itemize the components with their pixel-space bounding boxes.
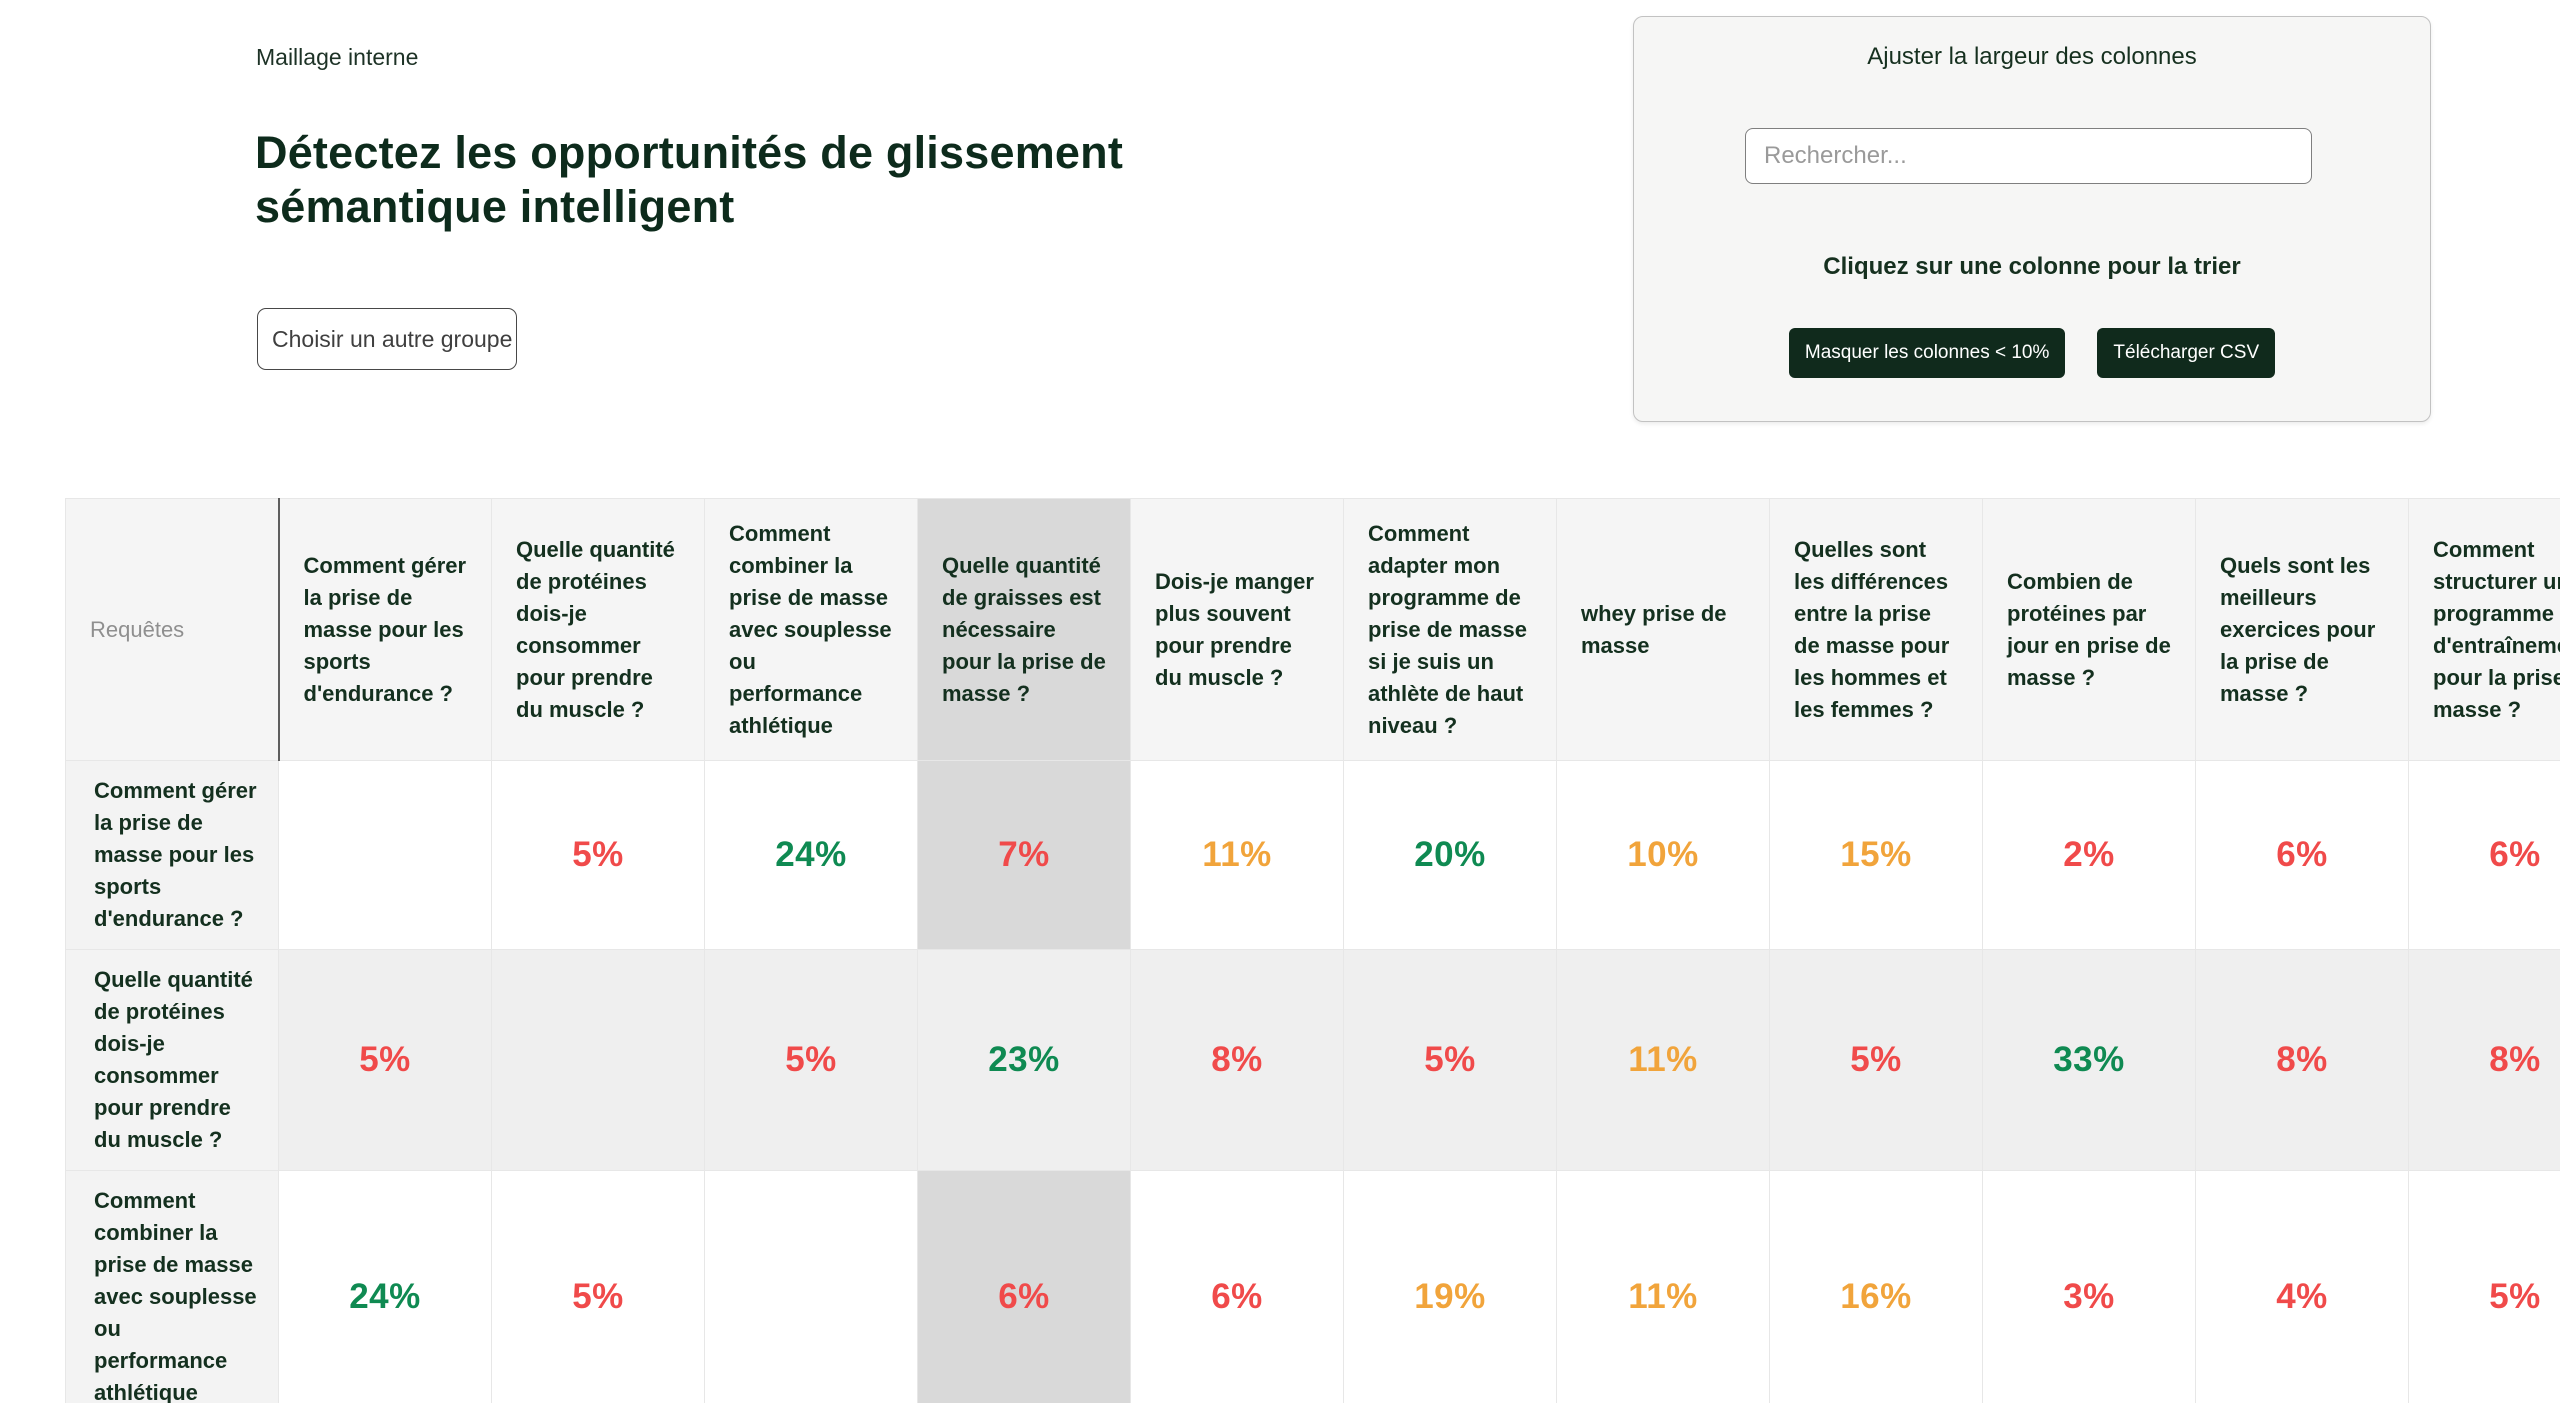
row-header-3: Comment combiner la prise de masse avec …: [65, 1170, 279, 1403]
search-input[interactable]: [1745, 128, 2312, 184]
similarity-cell-r3-c4: 6%: [917, 1170, 1131, 1403]
similarity-cell-r1-c9: 2%: [1982, 760, 2196, 950]
similarity-cell-r1-c11: 6%: [2408, 760, 2560, 950]
column-header-1[interactable]: Comment gérer la prise de masse pour les…: [278, 498, 492, 761]
table-row-3: Comment combiner la prise de masse avec …: [65, 1170, 2560, 1403]
corner-header-requetes: Requêtes: [65, 498, 280, 761]
similarity-cell-r1-c7: 10%: [1556, 760, 1770, 950]
table-row-1: Comment gérer la prise de masse pour les…: [65, 760, 2560, 950]
matrix-header-row: Requêtes Comment gérer la prise de masse …: [65, 498, 2560, 761]
similarity-cell-r3-c7: 11%: [1556, 1170, 1770, 1403]
similarity-cell-r3-c1: 24%: [278, 1170, 492, 1403]
panel-title: Ajuster la largeur des colonnes: [1867, 43, 2197, 70]
table-row-2: Quelle quantité de protéines dois-je con…: [65, 949, 2560, 1171]
panel-buttons: Masquer les colonnes < 10% Télécharger C…: [1634, 328, 2430, 378]
column-header-9[interactable]: Combien de protéines par jour en prise d…: [1982, 498, 2196, 761]
similarity-cell-r3-c6: 19%: [1343, 1170, 1557, 1403]
row-header-1: Comment gérer la prise de masse pour les…: [65, 760, 279, 950]
similarity-cell-r2-c2: [491, 949, 705, 1171]
column-header-3[interactable]: Comment combiner la prise de masse avec …: [704, 498, 918, 761]
column-header-5[interactable]: Dois-je manger plus souvent pour prendre…: [1130, 498, 1344, 761]
page-title-line2: sémantique intelligent: [255, 181, 735, 232]
similarity-cell-r1-c2: 5%: [491, 760, 705, 950]
matrix-body: Comment gérer la prise de masse pour les…: [65, 760, 2560, 1403]
similarity-cell-r2-c11: 8%: [2408, 949, 2560, 1171]
page-title-line1: Détectez les opportunités de glissement: [255, 127, 1124, 178]
page-title: Détectez les opportunités de glissement …: [255, 126, 1123, 234]
similarity-cell-r2-c3: 5%: [704, 949, 918, 1171]
sort-hint: Cliquez sur une colonne pour la trier: [1823, 253, 2241, 280]
column-header-7[interactable]: whey prise de masse: [1556, 498, 1770, 761]
similarity-cell-r3-c9: 3%: [1982, 1170, 2196, 1403]
column-header-11[interactable]: Comment structurer un programme d'entraî…: [2408, 498, 2560, 761]
similarity-cell-r2-c8: 5%: [1769, 949, 1983, 1171]
similarity-cell-r2-c4: 23%: [917, 949, 1131, 1171]
matrix-head: Requêtes Comment gérer la prise de masse …: [65, 498, 2560, 761]
similarity-cell-r3-c11: 5%: [2408, 1170, 2560, 1403]
similarity-cell-r2-c1: 5%: [278, 949, 492, 1171]
similarity-cell-r2-c5: 8%: [1130, 949, 1344, 1171]
row-header-2: Quelle quantité de protéines dois-je con…: [65, 949, 279, 1171]
similarity-cell-r3-c5: 6%: [1130, 1170, 1344, 1403]
column-header-8[interactable]: Quelles sont les différences entre la pr…: [1769, 498, 1983, 761]
group-select-value: Choisir un autre groupe: [272, 325, 513, 352]
similarity-cell-r2-c6: 5%: [1343, 949, 1557, 1171]
similarity-cell-r1-c4: 7%: [917, 760, 1131, 950]
similarity-cell-r3-c8: 16%: [1769, 1170, 1983, 1403]
hide-columns-button[interactable]: Masquer les colonnes < 10%: [1788, 328, 2066, 378]
column-header-2[interactable]: Quelle quantité de protéines dois-je con…: [491, 498, 705, 761]
similarity-cell-r3-c10: 4%: [2195, 1170, 2409, 1403]
similarity-cell-r1-c3: 24%: [704, 760, 918, 950]
similarity-cell-r1-c8: 15%: [1769, 760, 1983, 950]
columns-control-panel: Ajuster la largeur des colonnes Cliquez …: [1633, 16, 2431, 422]
similarity-cell-r1-c6: 20%: [1343, 760, 1557, 950]
similarity-cell-r1-c5: 11%: [1130, 760, 1344, 950]
column-header-4[interactable]: Quelle quantité de graisses est nécessai…: [917, 498, 1131, 761]
similarity-cell-r2-c10: 8%: [2195, 949, 2409, 1171]
similarity-cell-r1-c1: [278, 760, 492, 950]
group-select[interactable]: Choisir un autre groupe: [257, 308, 517, 370]
similarity-cell-r3-c2: 5%: [491, 1170, 705, 1403]
column-header-6[interactable]: Comment adapter mon programme de prise d…: [1343, 498, 1557, 761]
similarity-cell-r3-c3: [704, 1170, 918, 1403]
similarity-cell-r2-c7: 11%: [1556, 949, 1770, 1171]
app-label: Maillage interne: [256, 44, 419, 70]
download-csv-button[interactable]: Télécharger CSV: [2097, 328, 2276, 378]
column-header-10[interactable]: Quels sont les meilleurs exercices pour …: [2195, 498, 2409, 761]
matrix-scroll-area[interactable]: Requêtes Comment gérer la prise de masse …: [65, 498, 2560, 1403]
similarity-matrix-table: Requêtes Comment gérer la prise de masse …: [65, 498, 2560, 1403]
similarity-cell-r2-c9: 33%: [1982, 949, 2196, 1171]
similarity-cell-r1-c10: 6%: [2195, 760, 2409, 950]
